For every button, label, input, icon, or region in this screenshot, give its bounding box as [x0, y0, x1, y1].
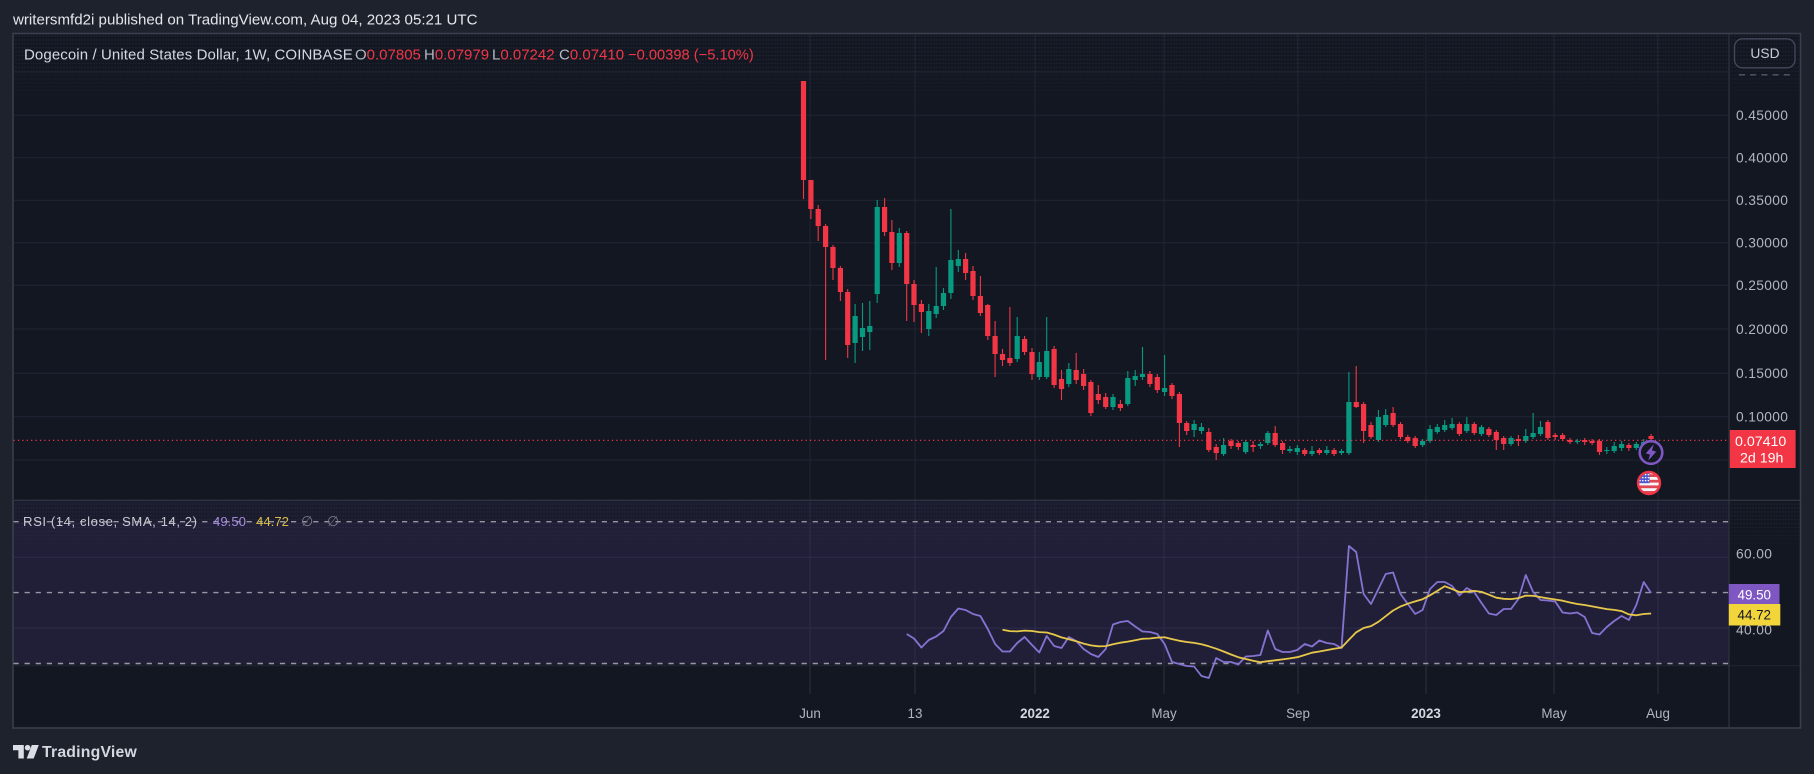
svg-text:∅: ∅	[327, 513, 339, 529]
svg-text:13: 13	[908, 706, 923, 721]
svg-text:C0.07410: C0.07410	[559, 47, 624, 64]
svg-text:0.30000: 0.30000	[1736, 236, 1788, 251]
svg-text:49.50: 49.50	[1738, 587, 1772, 602]
svg-text:44.72: 44.72	[1738, 608, 1772, 623]
svg-text:Dogecoin / United States Dolla: Dogecoin / United States Dollar, 1W, COI…	[24, 47, 353, 64]
svg-text:0.15000: 0.15000	[1736, 366, 1788, 381]
svg-text:Jun: Jun	[799, 706, 821, 721]
svg-text:Sep: Sep	[1286, 706, 1310, 721]
svg-text:May: May	[1541, 706, 1567, 721]
svg-text:49.50: 49.50	[213, 514, 246, 529]
svg-text:RSI (14, close, SMA, 14, 2): RSI (14, close, SMA, 14, 2)	[23, 514, 198, 529]
svg-text:TradingView: TradingView	[42, 744, 137, 761]
svg-text:H0.07979: H0.07979	[424, 47, 489, 64]
svg-text:60.00: 60.00	[1736, 547, 1772, 562]
svg-text:0.07410: 0.07410	[1735, 434, 1786, 450]
svg-text:∅: ∅	[301, 513, 313, 529]
svg-text:40.00: 40.00	[1736, 623, 1772, 638]
svg-text:0.25000: 0.25000	[1736, 278, 1788, 293]
svg-text:−0.00398 (−5.10%): −0.00398 (−5.10%)	[628, 48, 754, 64]
svg-text:0.45000: 0.45000	[1736, 108, 1788, 123]
svg-text:May: May	[1151, 706, 1177, 721]
svg-text:0.20000: 0.20000	[1736, 322, 1788, 337]
svg-text:USD: USD	[1750, 46, 1779, 61]
svg-text:0.10000: 0.10000	[1736, 410, 1788, 425]
svg-text:2d 19h: 2d 19h	[1740, 451, 1783, 467]
svg-text:2023: 2023	[1411, 706, 1441, 721]
svg-text:0.40000: 0.40000	[1736, 151, 1788, 166]
svg-text:2022: 2022	[1020, 706, 1050, 721]
svg-text:0.35000: 0.35000	[1736, 193, 1788, 208]
svg-text:44.72: 44.72	[256, 514, 289, 529]
svg-text:O0.07805: O0.07805	[355, 47, 421, 64]
svg-text:L0.07242: L0.07242	[492, 47, 555, 64]
svg-text:Aug: Aug	[1646, 706, 1670, 721]
svg-text:writersmfd2i published on Trad: writersmfd2i published on TradingView.co…	[12, 12, 478, 29]
